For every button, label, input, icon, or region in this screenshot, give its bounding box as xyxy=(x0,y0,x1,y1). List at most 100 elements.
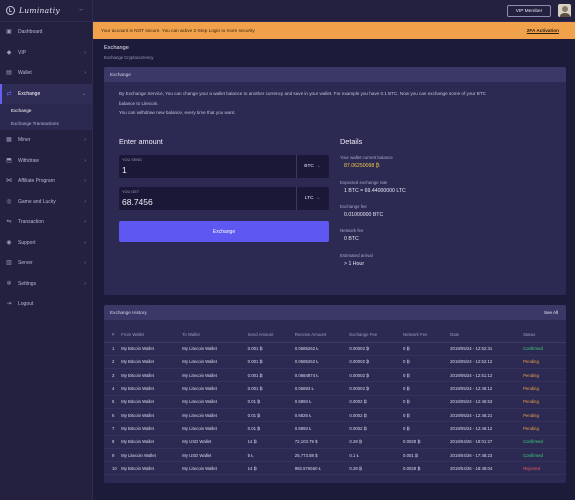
table-cell: My Litecoin Wallet xyxy=(121,448,183,463)
sidebar-item-affiliate-program[interactable]: ⋈ Affiliate Program › xyxy=(0,171,92,192)
table-cell: 2019/05/24 - 12:52:12 xyxy=(450,355,524,370)
chevron-right-icon: › xyxy=(84,157,86,164)
sidebar-item-transaction[interactable]: ⇋ Transaction › xyxy=(0,212,92,233)
sidebar-item-exchange[interactable]: ⇄ Exchange ⌄ xyxy=(0,83,92,104)
exchange-fee-value: 0.01000000 BTC xyxy=(344,212,384,218)
vip-member-button[interactable]: VIP Member xyxy=(507,5,551,17)
network-fee-label: Network fee xyxy=(340,228,364,233)
send-currency-select[interactable]: BTC ← xyxy=(296,155,329,178)
exchange-card-header: Exchange xyxy=(104,67,566,82)
sidebar-item-label: VIP xyxy=(18,49,27,56)
table-row[interactable]: 9 My Litecoin Wallet My USD Wallet 5 Ł 25,77… xyxy=(104,448,566,463)
get-value[interactable]: 68.7456 xyxy=(122,197,153,207)
column-header[interactable]: Network Fee xyxy=(403,328,451,343)
column-header[interactable]: Exchange Fee xyxy=(349,328,404,343)
sidebar-item-withdraw[interactable]: ⬒ Withdraw › xyxy=(0,151,92,172)
table-row[interactable]: 1 My Bitcoin Wallet My Litecoin Wallet 0.00… xyxy=(104,342,566,356)
table-cell: 2019/04/26 - 18:48:04 xyxy=(450,461,524,476)
table-row[interactable]: 4 My Bitcoin Wallet My Litecoin Wallet 0.00… xyxy=(104,381,566,396)
sidebar-item-wallet[interactable]: ▤ Wallet › xyxy=(0,63,92,84)
column-header[interactable]: Date xyxy=(450,328,524,343)
sidebar-item-logout[interactable]: ⇥ Logout xyxy=(0,294,92,315)
column-header[interactable]: Receive Amount xyxy=(294,328,350,343)
gear-icon: ✲ xyxy=(6,280,12,287)
table-cell: 2 xyxy=(104,355,122,370)
column-header[interactable]: # xyxy=(104,328,122,343)
sidebar-item-server[interactable]: ▥ Server › xyxy=(0,253,92,274)
table-row[interactable]: 8 My Bitcoin Wallet My USD Wallet 14 ₿ 72,10… xyxy=(104,435,566,449)
subnav-exchange[interactable]: Exchange xyxy=(0,104,92,117)
table-cell: 992.576560 Ł xyxy=(294,461,350,476)
table-cell: 9 xyxy=(104,448,122,463)
gamepad-icon: ◎ xyxy=(6,198,12,205)
table-cell: 0.0002 ₿ xyxy=(349,395,404,409)
table-cell: My Litecoin Wallet xyxy=(182,355,248,370)
table-cell: My Litecoin Wallet xyxy=(182,421,248,436)
table-cell: 0.00002 ₿ xyxy=(349,381,404,396)
table-row[interactable]: 2 My Bitcoin Wallet My Litecoin Wallet 0.00… xyxy=(104,355,566,370)
sidebar-item-dashboard[interactable]: ▣ Dashboard xyxy=(0,22,92,43)
avatar[interactable] xyxy=(558,4,571,17)
status-badge: Rejected xyxy=(523,461,566,476)
enter-amount-title: Enter amount xyxy=(119,137,163,146)
table-cell: 0.0685262 Ł xyxy=(294,355,350,370)
network-fee-value: 0 BTC xyxy=(344,236,359,242)
status-badge: Confirmed xyxy=(523,448,566,463)
table-header-row: # From Wallet To Wallet Send Amount Receive … xyxy=(104,328,566,343)
table-row[interactable]: 10 My Bitcoin Wallet My Litecoin Wallet 14 … xyxy=(104,461,566,476)
sidebar-item-game-and-lucky[interactable]: ◎ Game and Lucky › xyxy=(0,192,92,213)
table-row[interactable]: 5 My Bitcoin Wallet My Litecoin Wallet 0.01… xyxy=(104,395,566,409)
table-cell: 0.0002 ₿ xyxy=(349,408,404,423)
column-header[interactable]: To Wallet xyxy=(182,328,248,343)
sidebar-item-label: Miner xyxy=(18,137,31,144)
get-amount-field[interactable]: YOU GET 68.7456 LTC ← xyxy=(119,187,329,210)
see-all-link[interactable]: See All xyxy=(543,310,558,315)
send-value[interactable]: 1 xyxy=(122,165,127,175)
table-cell: 0.0002 ₿ xyxy=(349,421,404,436)
sidebar-item-label: Wallet xyxy=(18,70,32,77)
chevron-right-icon: › xyxy=(84,178,86,184)
table-cell: 0.0028 ₿ xyxy=(403,435,451,449)
column-header[interactable]: From Wallet xyxy=(121,328,183,343)
table-cell: My Litecoin Wallet xyxy=(182,408,248,423)
affiliate-icon: ⋈ xyxy=(6,178,12,185)
table-cell: 2019/05/24 - 12:46:53 xyxy=(450,395,524,409)
table-cell: 8 xyxy=(104,435,122,449)
table-row[interactable]: 7 My Bitcoin Wallet My Litecoin Wallet 0.01… xyxy=(104,421,566,436)
server-icon: ▥ xyxy=(6,260,12,267)
table-cell: 0 ₿ xyxy=(403,421,451,436)
exchange-description: By Exchange Service, You can change your… xyxy=(119,89,559,118)
brand[interactable]: L Luminatiy xyxy=(0,0,92,22)
withdraw-icon: ⬒ xyxy=(6,157,12,164)
table-cell: 0 ₿ xyxy=(403,408,451,423)
table-row[interactable]: 3 My Bitcoin Wallet My Litecoin Wallet 0.00… xyxy=(104,368,566,383)
get-currency-select[interactable]: LTC ← xyxy=(296,187,329,210)
2fa-activation-link[interactable]: 2FA Activation xyxy=(526,28,559,33)
table-cell: 14 ₿ xyxy=(247,461,295,476)
sidebar-item-label: Affiliate Program xyxy=(18,178,55,185)
exchange-button[interactable]: Exchange xyxy=(119,221,329,242)
alert-message: Your account is NOT secure. You can acti… xyxy=(101,28,255,33)
subnav-exchange-transactions[interactable]: Exchange Transactions xyxy=(0,117,92,130)
sidebar-item-settings[interactable]: ✲ Settings › xyxy=(0,274,92,295)
arrival-label: Estimated arrival xyxy=(340,253,373,258)
table-cell: 5 Ł xyxy=(247,448,295,463)
table-cell: 0 ₿ xyxy=(403,395,451,409)
sidebar-item-vip[interactable]: ◆ VIP › xyxy=(0,43,92,64)
column-header[interactable]: Send Amount xyxy=(247,328,295,343)
table-row[interactable]: 6 My Bitcoin Wallet My Litecoin Wallet 0.01… xyxy=(104,408,566,423)
status-badge: Pending xyxy=(523,421,566,436)
table-cell: 0 ₿ xyxy=(403,368,451,383)
table-cell: 2019/05/24 - 12:48:12 xyxy=(450,381,524,396)
table-cell: 0 ₿ xyxy=(403,381,451,396)
sidebar-item-support[interactable]: ◉ Support › xyxy=(0,233,92,254)
logout-icon: ⇥ xyxy=(6,301,12,308)
sidebar-item-miner[interactable]: ▦ Miner › xyxy=(0,130,92,151)
table-cell: 5 xyxy=(104,395,122,409)
table-cell: 0.001 ₿ xyxy=(247,381,295,396)
collapse-sidebar-icon[interactable]: ← xyxy=(78,6,85,13)
get-label: YOU GET xyxy=(122,190,140,194)
column-header[interactable]: Status xyxy=(523,328,566,343)
exchange-fee-label: Exchange fee xyxy=(340,204,367,209)
send-amount-field[interactable]: YOU SEND 1 BTC ← xyxy=(119,155,329,178)
